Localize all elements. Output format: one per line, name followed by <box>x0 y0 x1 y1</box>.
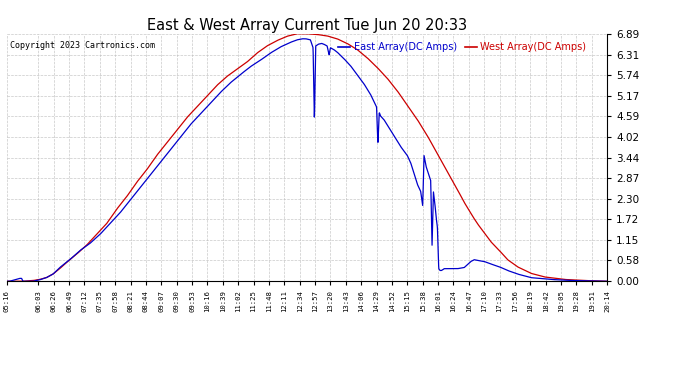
Title: East & West Array Current Tue Jun 20 20:33: East & West Array Current Tue Jun 20 20:… <box>147 18 467 33</box>
Legend: East Array(DC Amps), West Array(DC Amps): East Array(DC Amps), West Array(DC Amps) <box>335 39 591 56</box>
Text: Copyright 2023 Cartronics.com: Copyright 2023 Cartronics.com <box>10 41 155 50</box>
